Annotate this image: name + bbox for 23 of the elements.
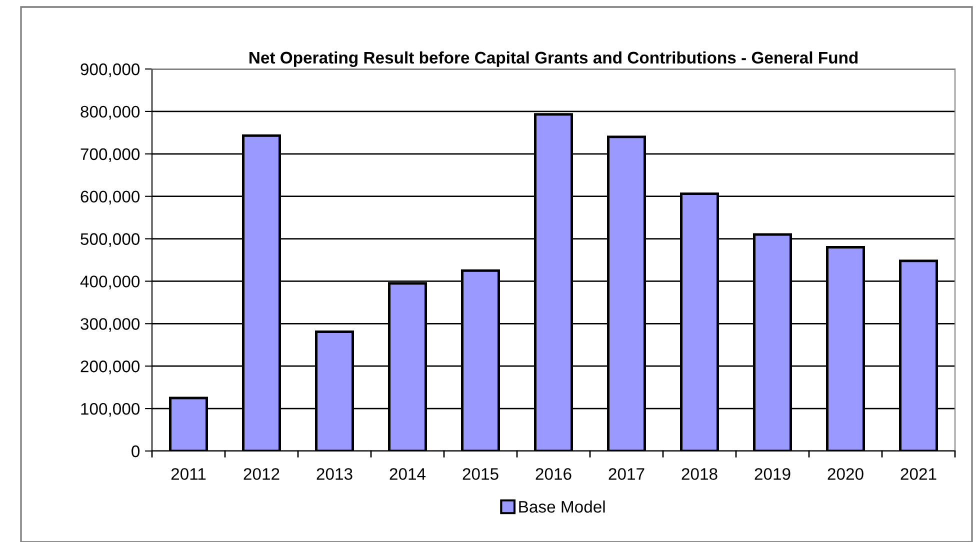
y-tick-label: 900,000 <box>80 63 140 78</box>
x-tick-label: 2013 <box>316 468 352 480</box>
x-tick-label: 2016 <box>536 468 572 480</box>
y-tick-label: 800,000 <box>80 106 140 120</box>
y-tick-label: 100,000 <box>81 402 140 417</box>
x-tick-label: 2014 <box>390 468 426 480</box>
x-tick-label: 2015 <box>462 468 498 480</box>
chart-title: Net Operating Result before Capital Grants and Contributions - General Fund <box>250 51 858 67</box>
y-tick-label: 300,000 <box>80 318 140 332</box>
x-tick-label: 2017 <box>608 468 644 480</box>
y-tick-label: 700,000 <box>80 148 140 162</box>
y-tick-label: 500,000 <box>80 233 140 247</box>
x-tick-label: 2020 <box>828 468 864 480</box>
x-tick-label: 2012 <box>244 468 280 480</box>
legend-label: Base Model <box>519 500 605 513</box>
y-tick-label: 200,000 <box>80 360 140 374</box>
y-tick-label: 0 <box>132 445 140 458</box>
y-tick-label: 400,000 <box>80 276 140 290</box>
x-tick-label: 2021 <box>900 468 936 480</box>
x-tick-label: 2019 <box>754 468 790 480</box>
x-tick-label: 2011 <box>171 468 206 480</box>
x-tick-label: 2018 <box>682 468 718 480</box>
y-tick-label: 600,000 <box>80 190 140 205</box>
